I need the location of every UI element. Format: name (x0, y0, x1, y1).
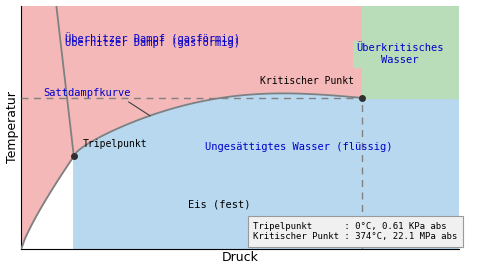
Polygon shape (22, 6, 363, 249)
Text: Überhitzer Dampf (gasförmig): Überhitzer Dampf (gasförmig) (65, 32, 240, 44)
X-axis label: Druck: Druck (221, 251, 258, 264)
Text: Sattdampfkurve: Sattdampfkurve (43, 88, 131, 98)
Text: Tripelpunkt: Tripelpunkt (82, 139, 147, 149)
Y-axis label: Temperatur: Temperatur (5, 91, 19, 163)
Text: Eis (fest): Eis (fest) (188, 200, 250, 210)
Text: Überhitzer Dampf (gasförmig): Überhitzer Dampf (gasförmig) (65, 36, 240, 48)
Text: Überkritisches
Wasser: Überkritisches Wasser (356, 43, 443, 65)
Polygon shape (74, 93, 459, 249)
Text: Kritischer Punkt: Kritischer Punkt (260, 76, 354, 86)
Polygon shape (22, 6, 74, 249)
Text: Tripelpunkt      : 0°C, 0.61 KPa abs
Kritischer Punkt : 374°C, 22.1 MPa abs: Tripelpunkt : 0°C, 0.61 KPa abs Kritisch… (253, 222, 457, 241)
Polygon shape (363, 6, 459, 98)
Text: Ungesättigtes Wasser (flüssig): Ungesättigtes Wasser (flüssig) (205, 141, 392, 151)
